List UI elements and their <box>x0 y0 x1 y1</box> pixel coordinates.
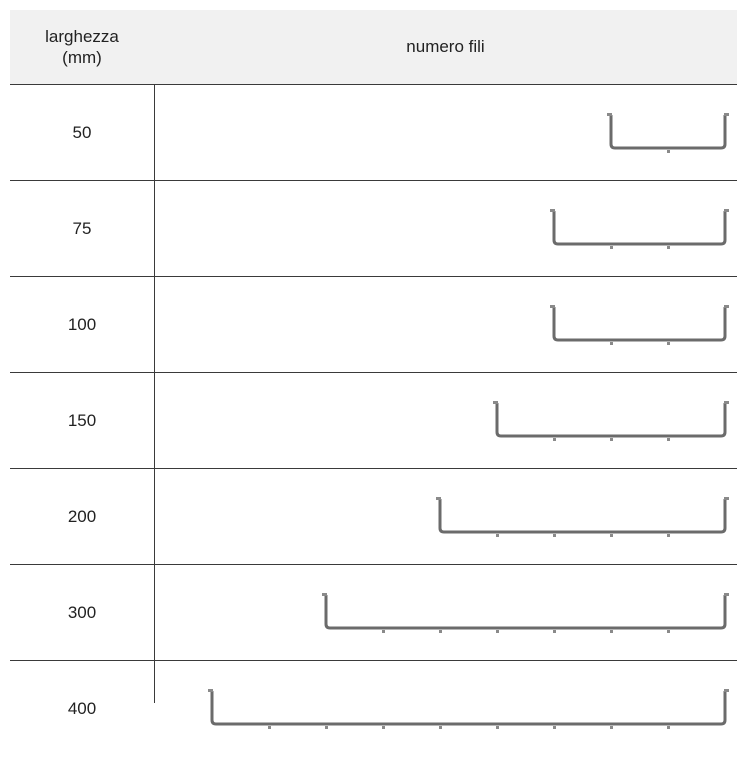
row-divider <box>10 564 737 565</box>
table-row: 200 <box>10 469 737 565</box>
tray-end-cap <box>493 401 498 404</box>
tray-outline <box>324 595 727 630</box>
tray-end-cap <box>550 305 555 308</box>
wire-mark <box>667 630 670 633</box>
tray-end-cap <box>724 113 729 116</box>
wire-mark <box>496 726 499 729</box>
width-header-line1: larghezza <box>45 27 119 46</box>
tray-end-cap <box>724 401 729 404</box>
tray-outline <box>552 307 727 342</box>
wire-mark <box>439 726 442 729</box>
table-header: larghezza (mm) numero fili <box>10 10 737 85</box>
tray-end-cap <box>724 497 729 500</box>
width-value: 400 <box>67 699 97 718</box>
tray-outline <box>495 403 727 438</box>
tray-profile <box>607 113 729 153</box>
tray-end-cap <box>724 689 729 692</box>
wire-mark <box>382 726 385 729</box>
wires-column-header: numero fili <box>406 37 485 56</box>
tray-end-cap <box>436 497 441 500</box>
tray-end-cap <box>208 689 213 692</box>
width-value: 50 <box>72 123 92 142</box>
wire-mark <box>667 438 670 441</box>
tray-profile <box>436 497 729 537</box>
tray-profile <box>208 689 729 729</box>
tray-profile <box>550 209 729 249</box>
row-divider <box>10 276 737 277</box>
table-row: 75 <box>10 181 737 277</box>
tray-end-cap <box>607 113 612 116</box>
wire-mark <box>667 150 670 153</box>
row-divider <box>10 180 737 181</box>
wire-mark <box>553 630 556 633</box>
wire-mark <box>496 534 499 537</box>
tray-end-cap <box>322 593 327 596</box>
wire-mark <box>439 630 442 633</box>
tray-end-cap <box>724 593 729 596</box>
table-row: 150 <box>10 373 737 469</box>
tray-outline <box>438 499 727 534</box>
table-row: 100 <box>10 277 737 373</box>
wire-mark <box>667 534 670 537</box>
wire-mark <box>610 342 613 345</box>
tray-end-cap <box>724 305 729 308</box>
tray-profile <box>550 305 729 345</box>
tray-profile <box>493 401 729 441</box>
table-row: 50 <box>10 85 737 181</box>
wire-mark <box>667 246 670 249</box>
width-column-header: larghezza (mm) <box>10 10 154 84</box>
wire-mark <box>667 342 670 345</box>
wire-mark <box>610 630 613 633</box>
width-value: 150 <box>67 411 97 430</box>
width-value: 75 <box>72 219 92 238</box>
wire-mark <box>268 726 271 729</box>
table-row: 400 <box>10 661 737 757</box>
wire-mark <box>667 726 670 729</box>
table-row: 300 <box>10 565 737 661</box>
wire-mark <box>382 630 385 633</box>
row-divider <box>10 468 737 469</box>
width-value: 100 <box>67 315 97 334</box>
row-divider <box>10 372 737 373</box>
tray-outline <box>609 115 727 150</box>
wire-mark <box>610 246 613 249</box>
wire-mark <box>553 438 556 441</box>
wire-mark <box>610 438 613 441</box>
tray-outline <box>552 211 727 246</box>
width-value: 200 <box>67 507 97 526</box>
wire-mark <box>553 726 556 729</box>
wire-mark <box>325 726 328 729</box>
column-divider <box>154 85 155 703</box>
width-header-line2: (mm) <box>62 48 102 67</box>
row-divider <box>10 660 737 661</box>
wire-mark <box>496 630 499 633</box>
tray-end-cap <box>724 209 729 212</box>
wire-mark <box>610 534 613 537</box>
tray-outline <box>210 691 727 726</box>
wire-mark <box>610 726 613 729</box>
width-value: 300 <box>67 603 97 622</box>
wire-mark <box>553 534 556 537</box>
tray-profile <box>322 593 729 633</box>
tray-end-cap <box>550 209 555 212</box>
